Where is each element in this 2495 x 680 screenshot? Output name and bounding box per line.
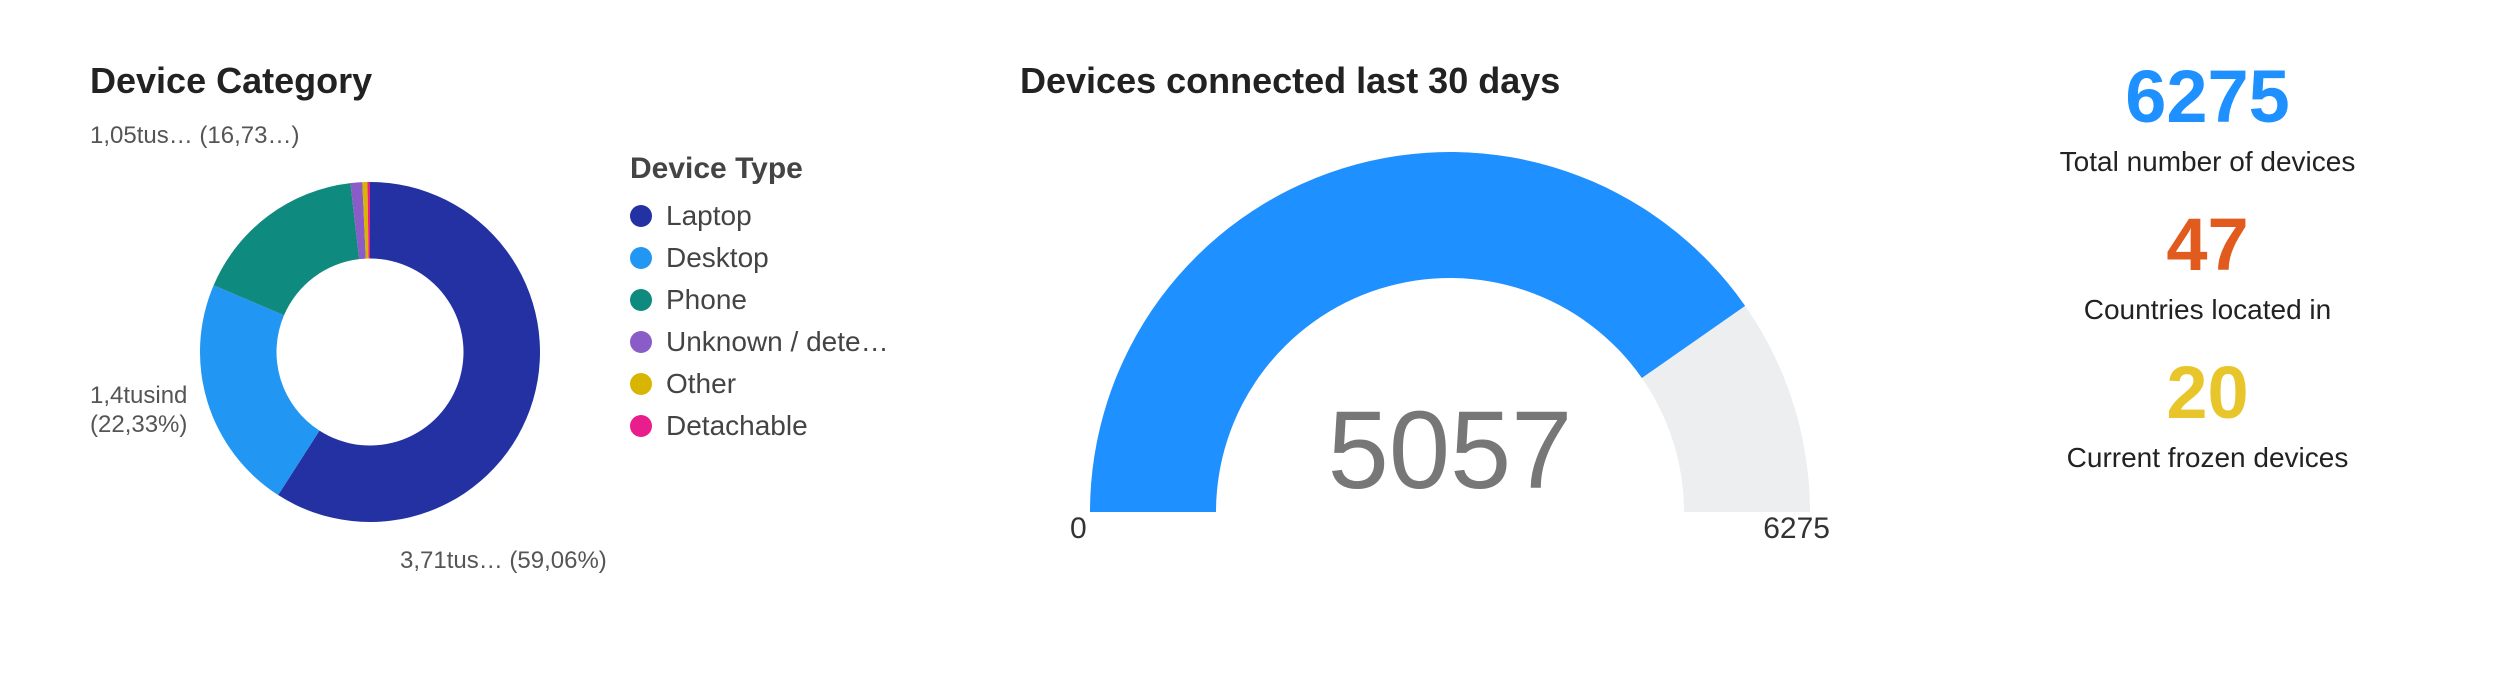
kpi-label: Total number of devices [2060, 146, 2356, 178]
legend-swatch [630, 415, 652, 437]
legend-label: Unknown / dete… [666, 326, 889, 358]
gauge-min-label: 0 [1070, 512, 1087, 546]
gauge-max-label: 6275 [1763, 512, 1830, 546]
legend-item[interactable]: Detachable [630, 410, 889, 442]
legend-swatch [630, 373, 652, 395]
legend-item[interactable]: Unknown / dete… [630, 326, 889, 358]
legend-swatch [630, 331, 652, 353]
legend-swatch [630, 205, 652, 227]
donut-callout: 1,4tusind(22,33%) [90, 382, 187, 440]
donut-callout: 3,71tus… (59,06%) [400, 547, 607, 576]
donut-area: 3,71tus… (59,06%) 1,4tusind(22,33%) 1,05… [90, 142, 1020, 552]
dashboard: Device Category 3,71tus… (59,06%) 1,4tus… [0, 0, 2495, 680]
donut-callout: 1,05tus… (16,73…) [90, 122, 299, 151]
legend-label: Desktop [666, 242, 769, 274]
kpi-value: 6275 [2060, 60, 2356, 134]
kpi-total-devices: 6275 Total number of devices [2060, 60, 2356, 178]
legend-swatch [630, 289, 652, 311]
legend-title: Device Type [630, 152, 889, 186]
legend-item[interactable]: Desktop [630, 242, 889, 274]
kpi-frozen: 20 Current frozen devices [2067, 356, 2349, 474]
kpi-panel: 6275 Total number of devices 47 Countrie… [1980, 60, 2435, 504]
kpi-label: Countries located in [2084, 294, 2331, 326]
legend-item[interactable]: Phone [630, 284, 889, 316]
device-category-title: Device Category [90, 60, 1020, 102]
legend-label: Other [666, 368, 736, 400]
kpi-label: Current frozen devices [2067, 442, 2349, 474]
legend-swatch [630, 247, 652, 269]
devices-connected-title: Devices connected last 30 days [1020, 60, 1980, 102]
legend-label: Detachable [666, 410, 808, 442]
device-category-panel: Device Category 3,71tus… (59,06%) 1,4tus… [90, 60, 1020, 552]
gauge-chart: 5057 0 6275 [1040, 142, 1860, 562]
legend-label: Laptop [666, 200, 752, 232]
donut-legend: Device Type Laptop Desktop Phone Unknown / … [630, 152, 889, 452]
kpi-value: 47 [2084, 208, 2331, 282]
donut-chart: 3,71tus… (59,06%) 1,4tusind(22,33%) 1,05… [170, 152, 570, 552]
kpi-value: 20 [2067, 356, 2349, 430]
legend-label: Phone [666, 284, 747, 316]
devices-connected-panel: Devices connected last 30 days 5057 0 62… [1020, 60, 1980, 562]
kpi-countries: 47 Countries located in [2084, 208, 2331, 326]
legend-item[interactable]: Laptop [630, 200, 889, 232]
legend-item[interactable]: Other [630, 368, 889, 400]
gauge-value: 5057 [1040, 387, 1860, 514]
